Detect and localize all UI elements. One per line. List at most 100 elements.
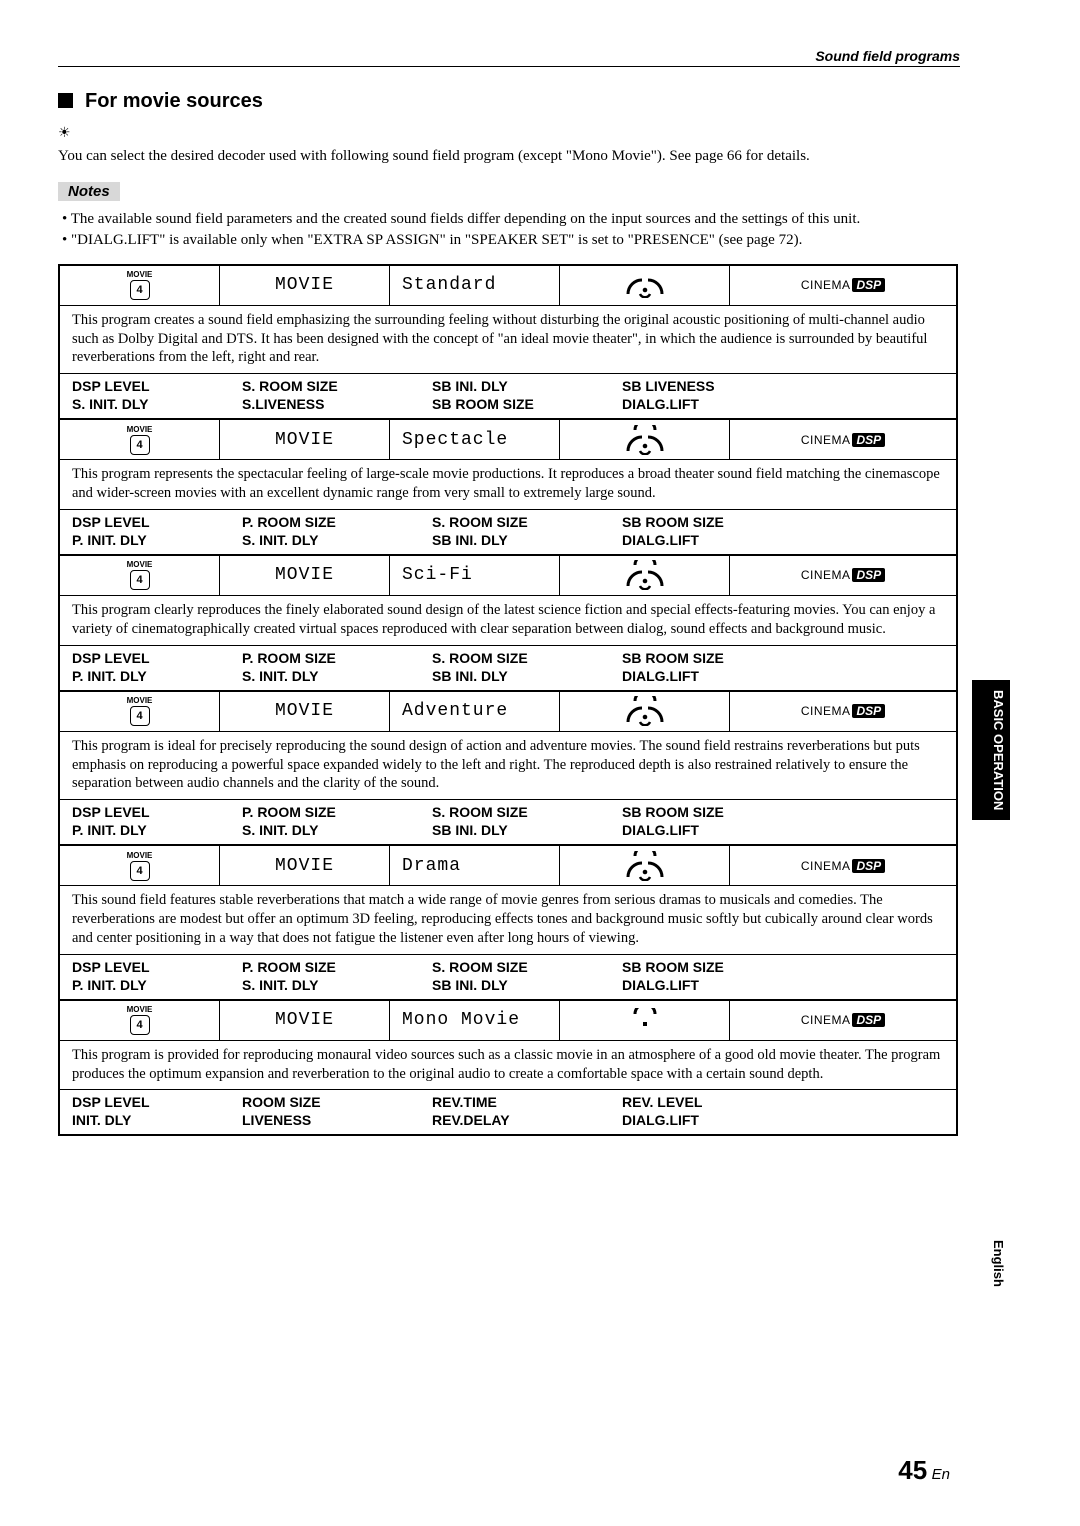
program-description: This sound field features stable reverbe… — [60, 886, 956, 955]
param-label: SB ROOM SIZE — [622, 804, 944, 820]
program-description: This program is provided for reproducing… — [60, 1041, 956, 1091]
param-label: S. INIT. DLY — [242, 822, 432, 838]
program-block: MOVIE4 MOVIESci-Fi CINEMADSP This program c… — [60, 554, 956, 690]
program-block: MOVIE4MOVIESpectacleCINEMADSPThis progra… — [60, 418, 956, 554]
param-label: REV.TIME — [432, 1094, 622, 1110]
program-button-cell: MOVIE4 — [60, 1001, 220, 1040]
param-label: S. ROOM SIZE — [432, 804, 622, 820]
param-label: SB ROOM SIZE — [622, 959, 944, 975]
cinema-dsp-logo: CINEMADSP — [801, 1013, 885, 1027]
param-label: S. INIT. DLY — [242, 977, 432, 993]
param-label: S.LIVENESS — [242, 396, 432, 412]
notes-label: Notes — [58, 182, 120, 201]
program-logo-cell: CINEMADSP — [730, 556, 956, 595]
program-block: MOVIE4MOVIEStandardCINEMADSPThis program… — [60, 266, 956, 419]
program-block: MOVIE4MOVIEDrama CINEMADSP This sound fiel… — [60, 844, 956, 999]
section-title: For movie sources — [58, 90, 1022, 113]
param-label: DIALG.LIFT — [622, 1112, 944, 1128]
program-name: Sci-Fi — [390, 556, 560, 595]
param-label: P. INIT. DLY — [72, 822, 242, 838]
param-label: DSP LEVEL — [72, 514, 242, 530]
remote-button-icon: MOVIE4 — [127, 560, 153, 590]
program-button-cell: MOVIE4 — [60, 266, 220, 305]
program-category: MOVIE — [220, 692, 390, 731]
program-params: DSP LEVELS. ROOM SIZESB INI. DLYSB LIVEN… — [60, 374, 956, 418]
param-label: SB INI. DLY — [432, 532, 622, 548]
param-label: DIALG.LIFT — [622, 822, 944, 838]
program-logo-cell: CINEMADSP — [730, 692, 956, 731]
param-label: DSP LEVEL — [72, 1094, 242, 1110]
param-label: S. ROOM SIZE — [432, 959, 622, 975]
program-header-row: MOVIE4 MOVIEMono Movie CINEMADSP — [60, 1001, 956, 1041]
param-label: DSP LEVEL — [72, 650, 242, 666]
program-block: MOVIE4 MOVIEAdventure CINEMADSP This progra… — [60, 690, 956, 845]
cinema-dsp-logo: CINEMADSP — [801, 704, 885, 718]
param-label: INIT. DLY — [72, 1112, 242, 1128]
program-params: DSP LEVELROOM SIZEREV.TIMEREV. LEVELINIT… — [60, 1090, 956, 1134]
param-label: DIALG.LIFT — [622, 977, 944, 993]
param-label: DIALG.LIFT — [622, 396, 944, 412]
program-description: This program represents the spectacular … — [60, 460, 956, 510]
param-label: S. INIT. DLY — [72, 396, 242, 412]
program-header-row: MOVIE4 MOVIESci-Fi CINEMADSP — [60, 556, 956, 596]
program-button-cell: MOVIE4 — [60, 420, 220, 459]
program-logo-cell: CINEMADSP — [730, 846, 956, 885]
cinema-dsp-logo: CINEMADSP — [801, 859, 885, 873]
param-label: SB LIVENESS — [622, 378, 944, 394]
program-name: Mono Movie — [390, 1001, 560, 1040]
soundfield-shape-icon — [560, 420, 730, 459]
param-label: DSP LEVEL — [72, 378, 242, 394]
program-name: Spectacle — [390, 420, 560, 459]
remote-button-icon: MOVIE4 — [127, 1005, 153, 1035]
program-name: Adventure — [390, 692, 560, 731]
param-label: S. ROOM SIZE — [432, 514, 622, 530]
page-number: 45 En — [898, 1455, 950, 1486]
param-label: SB ROOM SIZE — [432, 396, 622, 412]
program-name: Standard — [390, 266, 560, 305]
program-description: This program is ideal for precisely repr… — [60, 732, 956, 801]
cinema-dsp-logo: CINEMADSP — [801, 278, 885, 292]
param-label: SB ROOM SIZE — [622, 650, 944, 666]
param-label: P. ROOM SIZE — [242, 514, 432, 530]
intro-text: You can select the desired decoder used … — [58, 146, 948, 166]
program-category: MOVIE — [220, 1001, 390, 1040]
program-button-cell: MOVIE4 — [60, 846, 220, 885]
program-header-row: MOVIE4MOVIESpectacleCINEMADSP — [60, 420, 956, 460]
remote-button-icon: MOVIE4 — [127, 425, 153, 455]
param-label: LIVENESS — [242, 1112, 432, 1128]
param-label: S. INIT. DLY — [242, 668, 432, 684]
section-title-text: For movie sources — [85, 90, 263, 112]
program-params: DSP LEVELP. ROOM SIZES. ROOM SIZESB ROOM… — [60, 800, 956, 844]
param-label: P. INIT. DLY — [72, 977, 242, 993]
program-params: DSP LEVELP. ROOM SIZES. ROOM SIZESB ROOM… — [60, 510, 956, 554]
param-label: DSP LEVEL — [72, 804, 242, 820]
program-header-row: MOVIE4MOVIEDrama CINEMADSP — [60, 846, 956, 886]
program-logo-cell: CINEMADSP — [730, 420, 956, 459]
program-category: MOVIE — [220, 556, 390, 595]
param-label: S. INIT. DLY — [242, 532, 432, 548]
cinema-dsp-logo: CINEMADSP — [801, 433, 885, 447]
param-label: DIALG.LIFT — [622, 532, 944, 548]
program-block: MOVIE4 MOVIEMono Movie CINEMADSP This progr… — [60, 999, 956, 1135]
param-label: SB INI. DLY — [432, 378, 622, 394]
program-description: This program creates a sound field empha… — [60, 306, 956, 375]
header-section-label: Sound field programs — [815, 48, 960, 64]
program-header-row: MOVIE4 MOVIEAdventure CINEMADSP — [60, 692, 956, 732]
program-button-cell: MOVIE4 — [60, 692, 220, 731]
program-description: This program clearly reproduces the fine… — [60, 596, 956, 646]
param-label: P. ROOM SIZE — [242, 650, 432, 666]
program-name: Drama — [390, 846, 560, 885]
soundfield-shape-icon — [560, 266, 730, 305]
header-rule — [58, 66, 960, 67]
cinema-dsp-logo: CINEMADSP — [801, 568, 885, 582]
param-label: P. ROOM SIZE — [242, 804, 432, 820]
param-label: REV.DELAY — [432, 1112, 622, 1128]
param-label: P. INIT. DLY — [72, 668, 242, 684]
program-params: DSP LEVELP. ROOM SIZES. ROOM SIZESB ROOM… — [60, 955, 956, 999]
program-header-row: MOVIE4MOVIEStandardCINEMADSP — [60, 266, 956, 306]
remote-button-icon: MOVIE4 — [127, 696, 153, 726]
program-table: MOVIE4MOVIEStandardCINEMADSPThis program… — [58, 264, 958, 1137]
note-item: • "DIALG.LIFT" is available only when "E… — [58, 230, 948, 250]
program-category: MOVIE — [220, 846, 390, 885]
program-logo-cell: CINEMADSP — [730, 266, 956, 305]
